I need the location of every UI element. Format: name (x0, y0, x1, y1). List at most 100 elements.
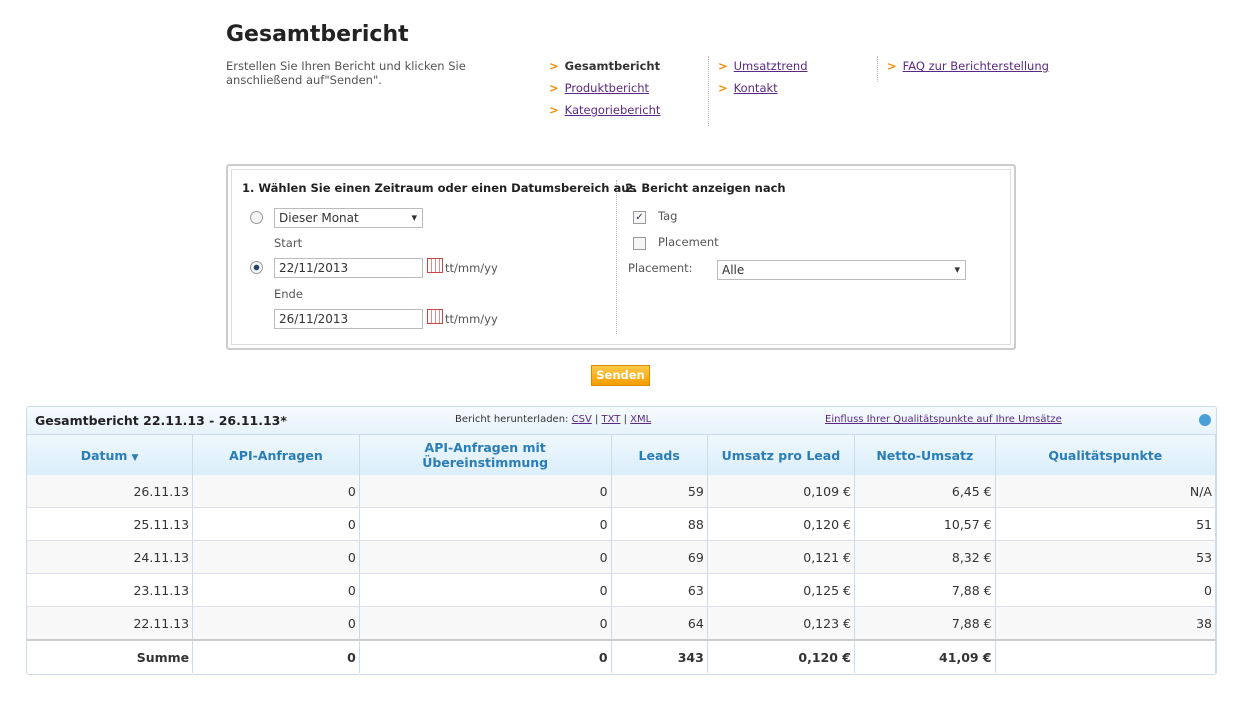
report: Gesamtbericht 22.11.13 - 26.11.13* Beric… (26, 406, 1217, 675)
page-title: Gesamtbericht (226, 22, 409, 47)
end-date[interactable]: 26/11/2013 (274, 309, 423, 329)
cell: 51 (995, 507, 1216, 541)
cell: 6,45 € (854, 475, 996, 508)
cell: 69 (611, 540, 708, 574)
column-header: Leads (611, 435, 708, 475)
row: 26.11.13 0 0 59 0,109 €6,45 € N/A (27, 475, 1216, 508)
arrow: > (549, 103, 559, 117)
row: 23.11.13 0 0 63 0,125 €7,88 €0 (27, 573, 1216, 607)
cell: 64 (611, 606, 708, 641)
column-header: API-Anfragen mit Übereinstimmung (359, 435, 612, 475)
cell: 26.11.13 (27, 475, 194, 508)
column-header: Qualitätspunkte (995, 435, 1216, 475)
arrow: > (549, 59, 559, 73)
cell: 0,125 € (707, 573, 855, 607)
cell: 38 (995, 606, 1216, 641)
header-text: Umsatz pro Lead (721, 447, 841, 463)
sort-icon[interactable]: ▼ (131, 452, 139, 463)
cell: 8,32 € (854, 540, 996, 574)
checkbox-checked[interactable]: ✓ (633, 211, 646, 224)
nav-item: > Produktbericht (549, 81, 649, 95)
cell: 0 (192, 475, 360, 508)
collapse-icon[interactable] (1199, 414, 1211, 426)
radio[interactable] (250, 211, 263, 224)
placement-select[interactable]: Alle (717, 260, 966, 280)
label: Bericht herunterladen: (455, 414, 569, 425)
cell: 0 (359, 507, 612, 541)
column-header: Netto-Umsatz (854, 435, 996, 475)
column-header: API-Anfragen (192, 435, 360, 475)
download-link[interactable]: CSV (571, 414, 592, 425)
quality-link[interactable]: Einfluss Ihrer Qualitätspunkte auf Ihre … (825, 414, 1062, 425)
download-link[interactable]: TXT (601, 414, 621, 425)
checkbox[interactable] (633, 237, 646, 250)
date-format: tt/mm/yy (445, 261, 498, 275)
radio-checked[interactable] (250, 261, 263, 274)
nav-item: > FAQ zur Berichterstellung (887, 59, 1049, 73)
nav-link[interactable]: Kategoriebericht (564, 103, 661, 117)
cell: 0 (192, 573, 360, 607)
nav-link[interactable]: Umsatztrend (733, 59, 808, 73)
label: Start (274, 236, 303, 250)
nav-link: Gesamtbericht (564, 59, 661, 73)
cell: 0 (192, 639, 360, 673)
cell: 0,120 € (707, 639, 855, 673)
section-title: 1. Wählen Sie einen Zeitraum oder einen … (242, 181, 637, 195)
nav-divider (708, 56, 709, 126)
period-select[interactable]: Dieser Monat (274, 208, 423, 228)
cell: 0 (192, 540, 360, 574)
separator: | (620, 414, 631, 425)
cell: 0,120 € (707, 507, 855, 541)
cell: 0,109 € (707, 475, 855, 508)
nav-divider (877, 56, 878, 82)
cell: 88 (611, 507, 708, 541)
nav-item: > Kategoriebericht (549, 103, 660, 117)
cell: 0 (359, 540, 612, 574)
cell: 53 (995, 540, 1216, 574)
nav-link[interactable]: Kontakt (733, 81, 778, 95)
description: Erstellen Sie Ihren Bericht und klicken … (226, 59, 466, 87)
row: 22.11.13 0 0 64 0,123 €7,88 €38 (27, 606, 1216, 641)
cell: 41,09 € (854, 639, 996, 673)
nav-item: > Kontakt (718, 81, 778, 95)
cell: 343 (611, 639, 708, 673)
cell: 23.11.13 (27, 573, 194, 607)
nav-item: > Umsatztrend (718, 59, 808, 73)
header-text: Qualitätspunkte (1048, 447, 1163, 463)
cell: 24.11.13 (27, 540, 194, 574)
cell: N/A (995, 475, 1216, 508)
header-text: Leads (638, 447, 680, 463)
form-box: 1. Wählen Sie einen Zeitraum oder einen … (226, 164, 1016, 350)
label: Tag (658, 209, 678, 223)
header-text: Netto-Umsatz (876, 447, 974, 463)
cell: 0 (995, 573, 1216, 607)
column-header[interactable]: Datum ▼ (27, 435, 194, 475)
cell: 0 (192, 507, 360, 541)
download-link[interactable]: XML (630, 414, 652, 425)
cell: 7,88 € (854, 606, 996, 641)
divider (616, 180, 617, 334)
date-format: tt/mm/yy (445, 312, 498, 326)
header-text: API-Anfragen (229, 447, 323, 463)
cell: 0 (359, 475, 612, 508)
cell: 0 (192, 606, 360, 641)
cell: Summe (27, 639, 194, 673)
nav-link[interactable]: Produktbericht (564, 81, 650, 95)
label: Ende (274, 287, 303, 301)
header-text: Datum (80, 447, 128, 463)
cell: 63 (611, 573, 708, 607)
cell: 10,57 € (854, 507, 996, 541)
cell: 0 (359, 573, 612, 607)
calendar-icon[interactable] (427, 258, 443, 273)
nav-link[interactable]: FAQ zur Berichterstellung (902, 59, 1049, 73)
start-date[interactable]: 22/11/2013 (274, 258, 423, 278)
submit-button[interactable]: Senden (591, 365, 650, 386)
arrow: > (718, 81, 728, 95)
cell: 25.11.13 (27, 507, 194, 541)
cell: 59 (611, 475, 708, 508)
nav-item: > Gesamtbericht (549, 59, 660, 73)
download: Bericht herunterladen: CSV | TXT | XML (455, 414, 651, 425)
calendar-icon[interactable] (427, 309, 443, 324)
